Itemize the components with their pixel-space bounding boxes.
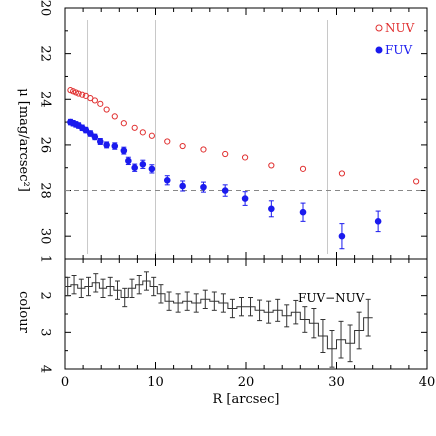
top-y-tick-label: 24 bbox=[38, 91, 53, 108]
top-y-axis-label: μ [mag/arcsec²] bbox=[16, 88, 31, 192]
x-tick-label: 40 bbox=[419, 375, 436, 390]
colour-annotation: FUV−NUV bbox=[298, 291, 365, 305]
fuv-point bbox=[111, 142, 119, 150]
top-panel-data-marks bbox=[67, 87, 420, 250]
nuv-point bbox=[241, 154, 249, 161]
fuv-point bbox=[221, 187, 229, 194]
nuv-point bbox=[413, 178, 420, 185]
nuv-point bbox=[268, 162, 275, 169]
top-y-tick-label: 26 bbox=[38, 137, 53, 154]
nuv-point bbox=[120, 120, 127, 127]
top-y-tick-label: 22 bbox=[38, 45, 53, 62]
nuv-point bbox=[97, 100, 104, 107]
top-panel-axes: 20 22 24 26 28 30 bbox=[38, 0, 428, 259]
top-panel-frame bbox=[64, 7, 428, 260]
fuv-point bbox=[91, 133, 99, 141]
nuv-point bbox=[164, 138, 171, 145]
top-y-tick-label: 30 bbox=[38, 228, 53, 245]
colour-step-line bbox=[64, 280, 373, 350]
nuv-point bbox=[111, 113, 118, 120]
fuv-point bbox=[338, 232, 346, 240]
bottom-panel-axes: 1 2 3 40 10 20 30 40 bbox=[38, 255, 436, 390]
fuv-point bbox=[125, 157, 132, 165]
fuv-point bbox=[131, 164, 138, 172]
fuv-point bbox=[179, 182, 186, 190]
x-tick-label: 10 bbox=[147, 375, 164, 390]
bottom-y-tick-label: 2 bbox=[38, 292, 53, 300]
x-tick-label: 20 bbox=[238, 375, 255, 390]
legend-fuv-marker bbox=[375, 46, 383, 54]
fuv-point bbox=[200, 183, 207, 191]
fuv-point bbox=[87, 130, 94, 137]
fuv-point bbox=[96, 138, 104, 145]
fuv-point bbox=[103, 141, 110, 149]
legend-nuv-label: NUV bbox=[385, 21, 415, 35]
nuv-point bbox=[131, 124, 138, 131]
top-y-tick-label: 20 bbox=[38, 0, 53, 16]
nuv-point bbox=[299, 165, 307, 172]
fuv-point bbox=[241, 195, 249, 202]
x-axis-label: R [arcsec] bbox=[213, 392, 280, 407]
fuv-point bbox=[139, 161, 147, 168]
nuv-point bbox=[139, 129, 146, 136]
bottom-y-tick-label: 4 bbox=[38, 365, 53, 373]
x-tick-label: 0 bbox=[61, 375, 69, 390]
top-panel-legend: NUV FUV bbox=[375, 21, 415, 57]
fuv-point bbox=[82, 126, 90, 134]
nuv-point bbox=[103, 106, 110, 113]
bottom-panel-frame bbox=[64, 258, 428, 370]
bottom-y-tick-label: 3 bbox=[38, 328, 53, 336]
nuv-point bbox=[75, 90, 82, 97]
fuv-point bbox=[374, 218, 382, 225]
fuv-point bbox=[268, 205, 275, 213]
legend-fuv-label: FUV bbox=[385, 43, 412, 57]
nuv-point bbox=[79, 91, 86, 98]
nuv-point bbox=[179, 142, 186, 150]
fuv-point bbox=[163, 176, 171, 184]
fuv-point bbox=[148, 165, 156, 173]
fuv-point bbox=[299, 208, 307, 216]
top-y-tick-label: 28 bbox=[38, 182, 53, 199]
bottom-y-axis-label: colour bbox=[16, 291, 31, 333]
legend-nuv-marker bbox=[375, 24, 383, 32]
fuv-point bbox=[120, 147, 128, 154]
nuv-point bbox=[148, 132, 155, 139]
bottom-y-tick-label: 1 bbox=[38, 255, 53, 263]
x-tick-label: 30 bbox=[328, 375, 345, 390]
bottom-panel-data-marks bbox=[64, 271, 373, 368]
nuv-point bbox=[338, 170, 346, 177]
nuv-point bbox=[200, 146, 207, 153]
nuv-point bbox=[222, 150, 229, 158]
nuv-point bbox=[91, 97, 98, 104]
